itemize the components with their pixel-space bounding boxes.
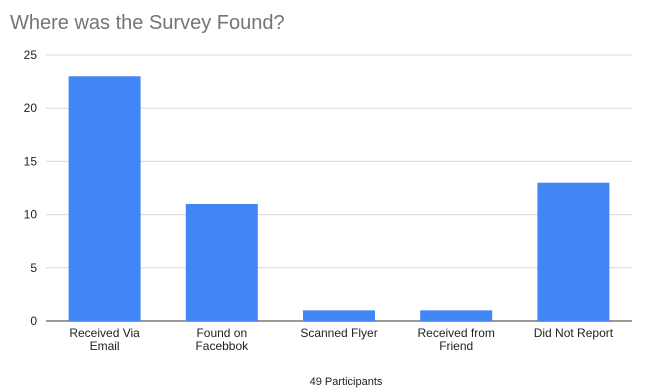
bar <box>303 310 375 321</box>
x-category-label-line: Scanned Flyer <box>300 326 377 340</box>
x-category-label: Received Via Email <box>69 326 140 353</box>
y-tick-label: 10 <box>24 208 38 222</box>
x-category-label: Did Not Report <box>534 326 614 340</box>
x-category-label: Scanned Flyer <box>300 326 377 340</box>
chart-title: Where was the Survey Found? <box>10 12 285 34</box>
y-tick-label: 25 <box>24 48 38 62</box>
x-category-label-line: Friend <box>439 339 473 353</box>
y-tick-label: 0 <box>30 314 37 328</box>
gridlines <box>46 54 632 322</box>
bars <box>68 76 610 321</box>
bar <box>537 182 610 321</box>
y-tick-label: 15 <box>24 154 38 168</box>
y-axis-ticks: 0 5 10 15 20 25 <box>24 48 38 328</box>
x-category-label-line: Found on <box>196 326 247 340</box>
x-axis-title: 49 Participants <box>310 376 383 388</box>
y-tick-label: 20 <box>24 101 38 115</box>
x-axis-categories: Received Via Email Found on Facebbok Scanned… <box>69 326 613 353</box>
x-category-label-line: Did Not Report <box>534 326 614 340</box>
bar <box>185 203 258 321</box>
bar <box>420 310 493 321</box>
bar <box>68 76 141 321</box>
x-category-label: Found on Facebbok <box>195 326 249 353</box>
x-category-label-line: Received from <box>418 326 495 340</box>
x-category-label-line: Facebbok <box>195 339 249 353</box>
x-category-label-line: Received Via <box>69 326 140 340</box>
x-category-label: Received from Friend <box>418 326 495 353</box>
x-category-label-line: Email <box>90 339 120 353</box>
y-tick-label: 5 <box>30 261 37 275</box>
